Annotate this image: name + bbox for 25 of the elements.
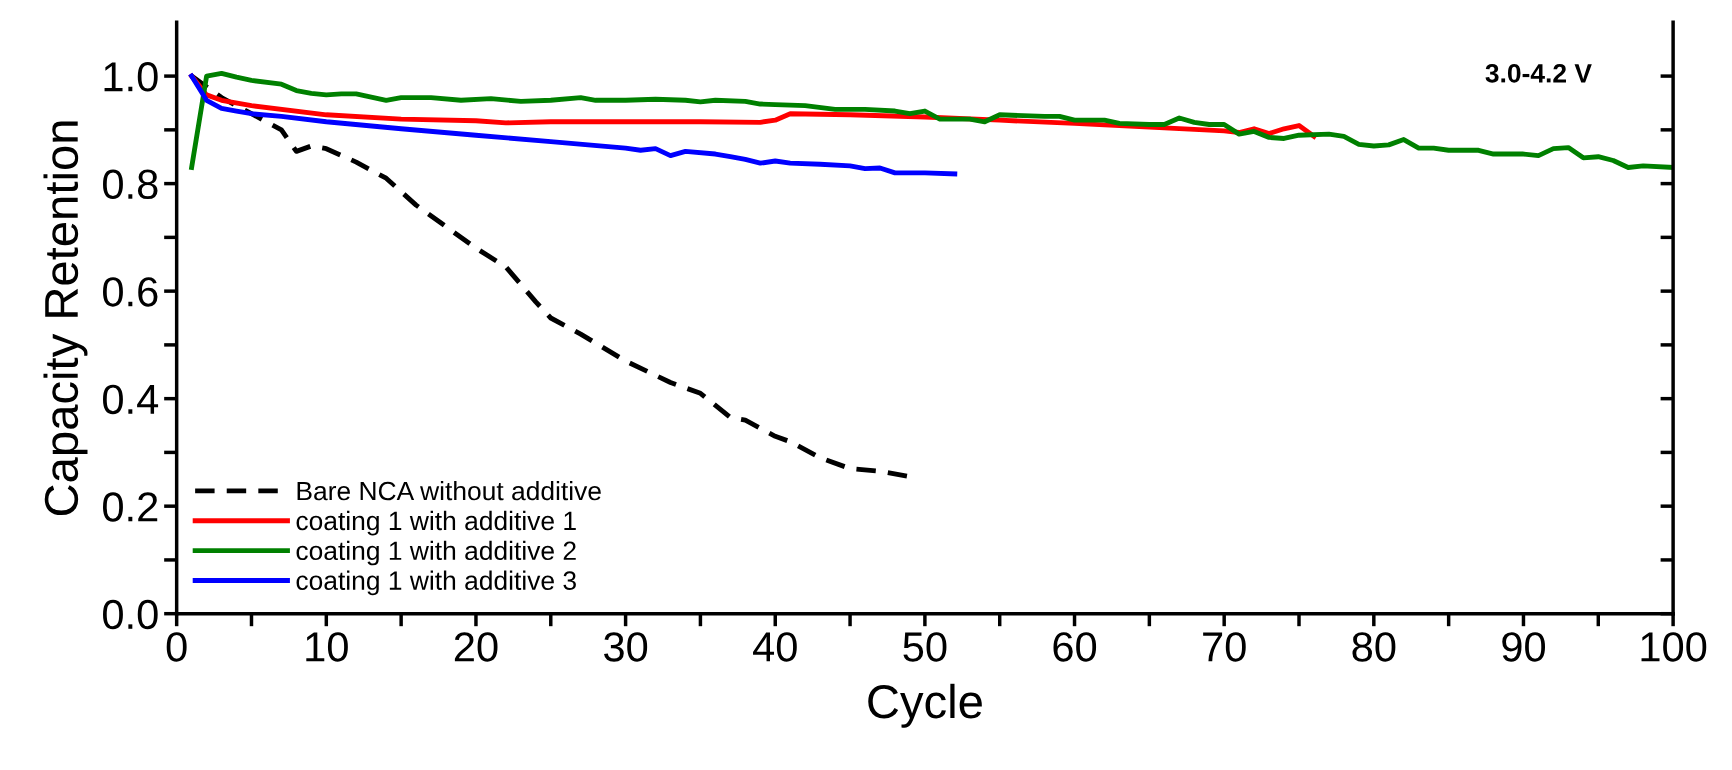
y-tick-label: 0.2 <box>103 492 158 522</box>
x-tick-label: 80 <box>1352 632 1396 662</box>
x-tick-label: 60 <box>1053 632 1097 662</box>
y-tick-label: 0.0 <box>103 599 158 630</box>
x-tick-label: 70 <box>1203 632 1246 662</box>
y-tick-label: 0.8 <box>103 169 158 200</box>
annotation: 3.0-4.2 V <box>1485 63 1592 83</box>
x-tick-label: 30 <box>604 632 648 662</box>
x-tick-label: 10 <box>306 632 348 662</box>
legend-label: coating 1 with additive 1 <box>296 510 576 536</box>
y-axis-title: Capacity Retention <box>43 121 88 516</box>
x-tick-label: 100 <box>1641 632 1707 662</box>
y-tick-label: 0.6 <box>103 277 158 307</box>
x-axis-title: Cycle <box>868 683 982 728</box>
y-tick-label: 1.0 <box>104 62 158 92</box>
legend-label: Bare NCA without additive <box>297 480 601 501</box>
y-tick-label: 0.4 <box>103 384 159 415</box>
x-tick-label: 0 <box>166 632 187 662</box>
x-tick-label: 20 <box>454 632 498 662</box>
x-tick-label: 90 <box>1502 632 1546 662</box>
legend-label: coating 1 with additive 2 <box>296 540 576 566</box>
x-tick-label: 40 <box>753 632 797 662</box>
x-tick-label: 50 <box>903 632 947 662</box>
legend-label: coating 1 with additive 3 <box>296 570 576 596</box>
line-series <box>189 73 958 177</box>
